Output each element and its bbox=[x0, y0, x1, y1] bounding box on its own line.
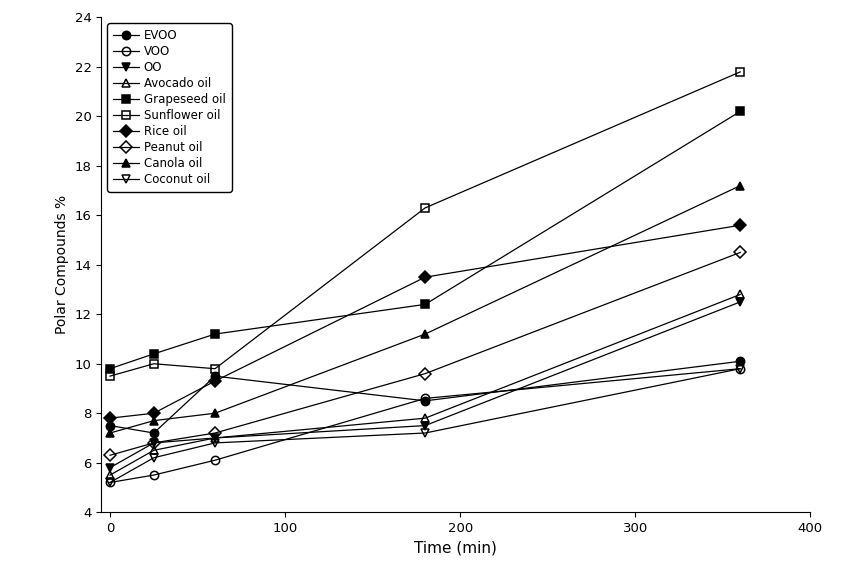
OO bbox=[149, 439, 159, 446]
Coconut oil bbox=[420, 430, 430, 436]
Grapeseed oil bbox=[210, 331, 220, 338]
Grapeseed oil bbox=[105, 365, 115, 372]
Line: Rice oil: Rice oil bbox=[106, 221, 744, 423]
OO bbox=[105, 464, 115, 471]
Rice oil bbox=[149, 410, 159, 417]
Rice oil bbox=[420, 274, 430, 281]
EVOO bbox=[210, 372, 220, 379]
Sunflower oil bbox=[105, 372, 115, 379]
VOO bbox=[735, 365, 745, 372]
Rice oil bbox=[210, 378, 220, 385]
Line: Sunflower oil: Sunflower oil bbox=[106, 68, 744, 380]
Sunflower oil bbox=[735, 69, 745, 76]
VOO bbox=[149, 471, 159, 478]
Peanut oil bbox=[420, 370, 430, 377]
Grapeseed oil bbox=[735, 108, 745, 115]
Canola oil bbox=[210, 410, 220, 417]
Sunflower oil bbox=[210, 365, 220, 372]
Canola oil bbox=[420, 331, 430, 338]
Coconut oil bbox=[105, 479, 115, 486]
VOO bbox=[210, 457, 220, 464]
OO bbox=[420, 422, 430, 429]
Coconut oil bbox=[210, 439, 220, 446]
Line: Avocado oil: Avocado oil bbox=[106, 290, 744, 479]
Rice oil bbox=[105, 414, 115, 421]
Line: Peanut oil: Peanut oil bbox=[106, 249, 744, 459]
Avocado oil bbox=[420, 414, 430, 421]
Avocado oil bbox=[735, 291, 745, 298]
VOO bbox=[420, 395, 430, 402]
Coconut oil bbox=[149, 454, 159, 461]
Peanut oil bbox=[210, 430, 220, 436]
Legend: EVOO, VOO, OO, Avocado oil, Grapeseed oil, Sunflower oil, Rice oil, Peanut oil, : EVOO, VOO, OO, Avocado oil, Grapeseed oi… bbox=[107, 23, 231, 191]
X-axis label: Time (min): Time (min) bbox=[414, 541, 497, 555]
Avocado oil bbox=[105, 471, 115, 478]
Peanut oil bbox=[149, 439, 159, 446]
Grapeseed oil bbox=[420, 301, 430, 308]
Coconut oil bbox=[735, 365, 745, 372]
Line: Coconut oil: Coconut oil bbox=[106, 364, 744, 487]
EVOO bbox=[420, 398, 430, 404]
Line: Grapeseed oil: Grapeseed oil bbox=[106, 107, 744, 373]
Canola oil bbox=[149, 417, 159, 424]
Sunflower oil bbox=[149, 360, 159, 367]
Sunflower oil bbox=[420, 204, 430, 211]
EVOO bbox=[735, 358, 745, 365]
Avocado oil bbox=[149, 447, 159, 454]
Line: VOO: VOO bbox=[106, 364, 744, 487]
Peanut oil bbox=[105, 452, 115, 459]
OO bbox=[735, 299, 745, 306]
EVOO bbox=[149, 430, 159, 436]
Line: Canola oil: Canola oil bbox=[106, 182, 744, 437]
Rice oil bbox=[735, 222, 745, 229]
Y-axis label: Polar Compounds %: Polar Compounds % bbox=[55, 195, 69, 335]
Grapeseed oil bbox=[149, 350, 159, 357]
OO bbox=[210, 434, 220, 442]
Canola oil bbox=[105, 430, 115, 436]
EVOO bbox=[105, 422, 115, 429]
VOO bbox=[105, 479, 115, 486]
Line: OO: OO bbox=[106, 298, 744, 472]
Avocado oil bbox=[210, 434, 220, 442]
Peanut oil bbox=[735, 249, 745, 256]
Line: EVOO: EVOO bbox=[106, 357, 744, 437]
Canola oil bbox=[735, 182, 745, 189]
